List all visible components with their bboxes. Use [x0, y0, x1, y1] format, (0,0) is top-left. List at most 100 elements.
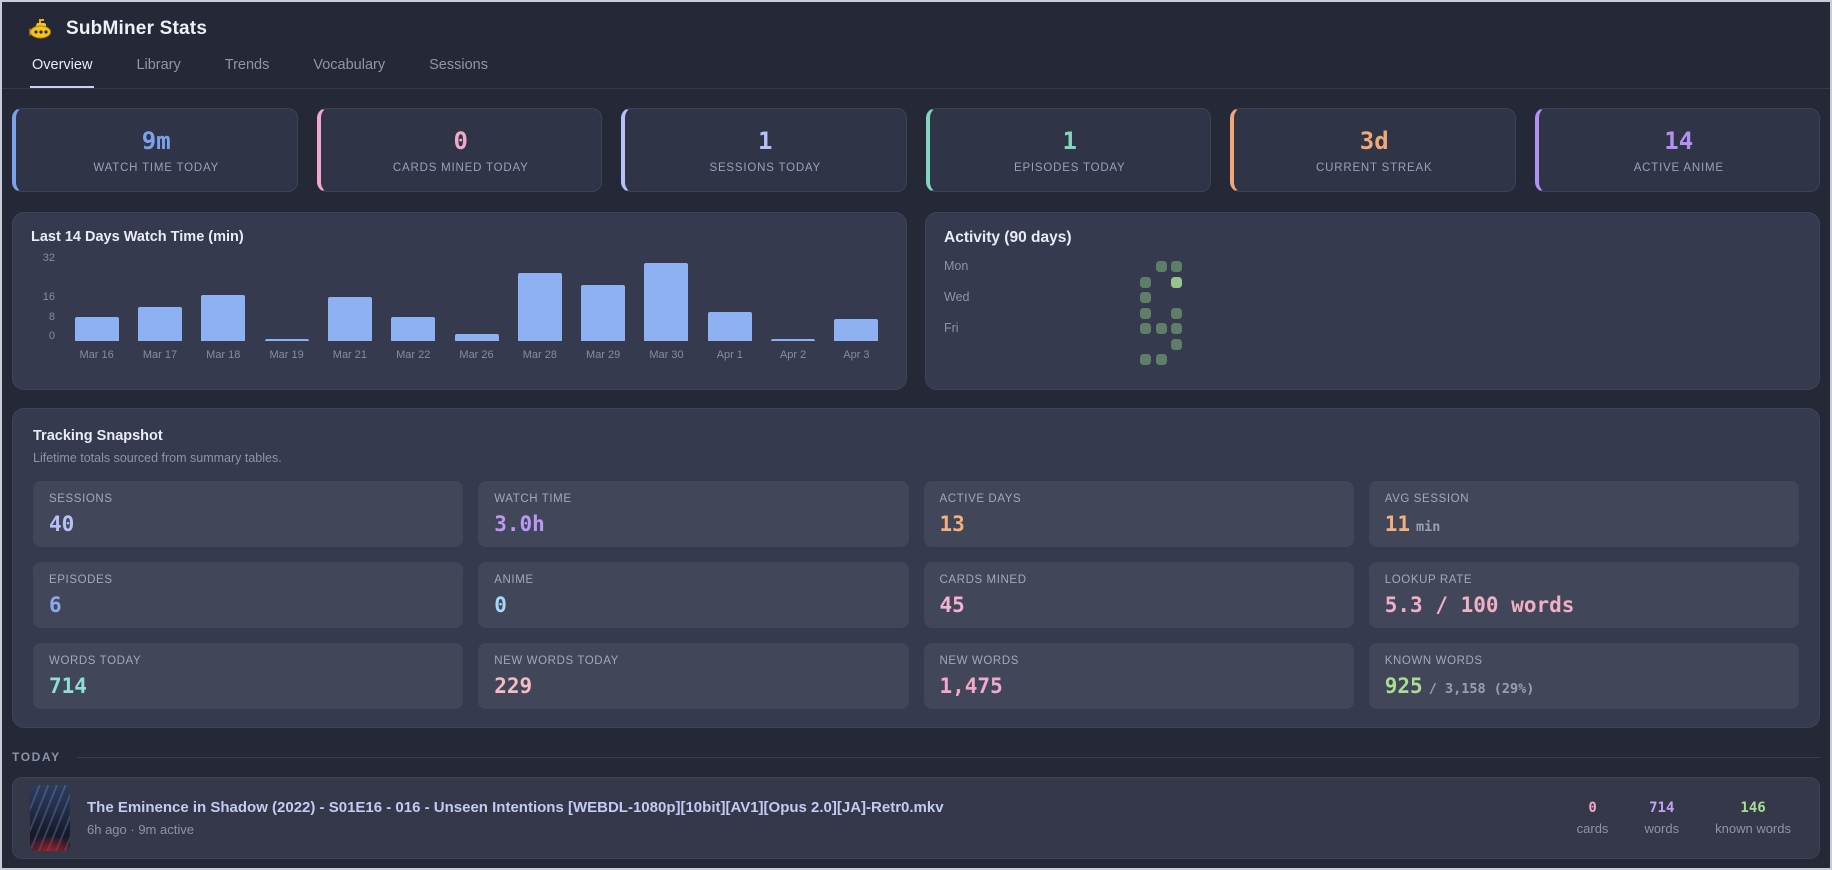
- tile-value-row: 11 min: [1385, 512, 1783, 536]
- bar-mar-18: [201, 294, 246, 341]
- snapshot-tile-lookup-rate: LOOKUP RATE 5.3 / 100 words: [1368, 562, 1799, 628]
- stat-card-value: 14: [1664, 126, 1694, 155]
- tile-label: LOOKUP RATE: [1384, 574, 1473, 586]
- day-label-fri: Fri: [944, 321, 959, 335]
- tile-value-row: 6: [49, 593, 447, 617]
- x-tick-label: Mar 18: [206, 349, 241, 361]
- activity-cell: [1171, 323, 1182, 334]
- tile-label: CARDS MINED: [939, 574, 1027, 586]
- tile-label: AVG SESSION: [1384, 493, 1470, 505]
- activity-cell: [1155, 354, 1167, 365]
- stat-card-label: WATCH TIME TODAY: [93, 161, 220, 174]
- episode-stat-words: 714 words: [1644, 800, 1679, 836]
- tile-value-row: 13: [940, 512, 1338, 536]
- today-episode-row[interactable]: The Eminence in Shadow (2022) - S01E16 -…: [12, 777, 1820, 859]
- bar-column: Apr 1: [698, 259, 761, 367]
- tile-value: 714: [49, 674, 87, 698]
- snapshot-subtitle: Lifetime totals sourced from summary tab…: [33, 451, 282, 465]
- tab-overview[interactable]: Overview: [30, 57, 95, 88]
- day-label-mon: Mon: [944, 259, 969, 273]
- tile-value-row: 714: [49, 674, 447, 698]
- x-tick-label: Apr 1: [716, 349, 743, 361]
- y-tick-16: 16: [42, 291, 55, 303]
- tile-label: WATCH TIME: [494, 493, 572, 505]
- episode-stat-value: 714: [1649, 800, 1675, 816]
- bar-column: Mar 30: [635, 259, 698, 367]
- snapshot-tile-episodes: EPISODES 6: [33, 562, 464, 628]
- stat-card-label: SESSIONS TODAY: [709, 161, 822, 174]
- plot-area: Mar 16 Mar 17 Mar 18 Mar 19 Mar 21 Mar 22 Mar …: [65, 259, 888, 367]
- bar-column: Mar 17: [128, 259, 191, 367]
- activity-cell: [1140, 276, 1151, 288]
- tile-value: 229: [494, 674, 533, 698]
- tile-value-suffix: / 3,158 (29%): [1428, 681, 1535, 697]
- stat-card-active-anime: 14 ACTIVE ANIME: [1534, 108, 1820, 192]
- y-axis: 32 16 8 0: [31, 252, 65, 342]
- chart-title: Last 14 Days Watch Time (min): [31, 229, 244, 245]
- stat-card-label: EPISODES TODAY: [1013, 161, 1126, 174]
- episode-stats: 0 cards 714 words 146 known words: [1577, 800, 1791, 836]
- yellow-submarine-icon: [29, 17, 53, 41]
- tile-value-row: 0: [494, 593, 892, 617]
- bar-mar-29: [581, 284, 626, 341]
- stat-card-watch-time-today: 9m WATCH TIME TODAY: [12, 108, 298, 192]
- y-tick-8: 8: [48, 310, 55, 323]
- bar-column: Mar 18: [192, 259, 255, 367]
- x-tick-label: Mar 28: [522, 349, 557, 361]
- snapshot-tile-known-words: KNOWN WORDS 925 / 3,158 (29%): [1368, 643, 1799, 709]
- activity-title: Activity (90 days): [944, 229, 1072, 246]
- stat-card-value: 0: [453, 126, 468, 155]
- x-tick-label: Mar 22: [396, 349, 431, 361]
- x-tick-label: Mar 26: [459, 349, 494, 361]
- tile-value-row: 40: [49, 512, 447, 536]
- tile-value: 1,475: [939, 674, 1003, 698]
- bar-column: Apr 2: [761, 259, 824, 367]
- snapshot-tile-avg-session: AVG SESSION 11 min: [1368, 481, 1799, 547]
- day-label-wed: Wed: [944, 290, 970, 304]
- snapshot-title: Tracking Snapshot: [33, 428, 163, 444]
- page-title: SubMiner Stats: [66, 18, 208, 39]
- tile-value: 6: [49, 593, 62, 617]
- tile-value: 3.0h: [494, 512, 545, 536]
- x-tick-label: Apr 3: [843, 349, 870, 361]
- episode-stat-label: cards: [1576, 821, 1609, 836]
- stat-card-episodes-today: 1 EPISODES TODAY: [925, 108, 1211, 192]
- bar-apr-2: [771, 338, 816, 341]
- episode-thumbnail: [30, 785, 70, 851]
- tile-value: 13: [939, 512, 965, 536]
- today-divider: [76, 756, 1820, 758]
- tracking-snapshot-panel: Tracking Snapshot Lifetime totals source…: [12, 408, 1820, 728]
- bar-mar-22: [391, 316, 436, 341]
- tile-value-row: 5.3 / 100 words: [1385, 593, 1783, 617]
- x-tick-label: Mar 30: [649, 349, 684, 361]
- activity-panel: Activity (90 days) Mon Wed Fri: [925, 212, 1820, 390]
- middle-row: Last 14 Days Watch Time (min) 32 16 8 0 Mar…: [12, 212, 1820, 390]
- tile-label: ACTIVE DAYS: [939, 493, 1022, 505]
- tab-trends[interactable]: Trends: [223, 57, 272, 88]
- tile-label: EPISODES: [49, 574, 113, 586]
- tile-label: NEW WORDS TODAY: [494, 655, 619, 667]
- app-header: SubMiner Stats: [2, 2, 1830, 41]
- bar-mar-19: [264, 338, 309, 341]
- activity-cell: [1140, 323, 1151, 334]
- activity-cell: [1155, 323, 1167, 334]
- today-heading: TODAY: [12, 750, 61, 764]
- stat-card-value: 1: [758, 126, 773, 155]
- episode-meta: 6h ago · 9m active: [87, 822, 194, 837]
- x-tick-label: Mar 17: [142, 349, 178, 361]
- tab-vocabulary[interactable]: Vocabulary: [311, 57, 387, 88]
- stat-cards-row: 9m WATCH TIME TODAY 0 CARDS MINED TODAY 1 SES…: [2, 89, 1830, 192]
- stat-card-cards-mined-today: 0 CARDS MINED TODAY: [316, 108, 602, 192]
- tab-library[interactable]: Library: [134, 57, 182, 88]
- tab-sessions[interactable]: Sessions: [427, 57, 490, 88]
- x-tick-label: Apr 2: [779, 349, 807, 361]
- tab-bar: Overview Library Trends Vocabulary Sessions: [2, 57, 1830, 89]
- bar-column: Mar 29: [572, 259, 635, 367]
- x-tick-label: Mar 21: [332, 349, 368, 361]
- snapshot-tile-new-words: NEW WORDS 1,475: [923, 643, 1354, 709]
- stat-card-label: CARDS MINED TODAY: [392, 161, 529, 174]
- bar-mar-26: [454, 333, 499, 341]
- tile-value-row: 925 / 3,158 (29%): [1385, 674, 1783, 698]
- bar-column: Mar 19: [255, 259, 318, 367]
- tile-value-row: 45: [940, 593, 1338, 617]
